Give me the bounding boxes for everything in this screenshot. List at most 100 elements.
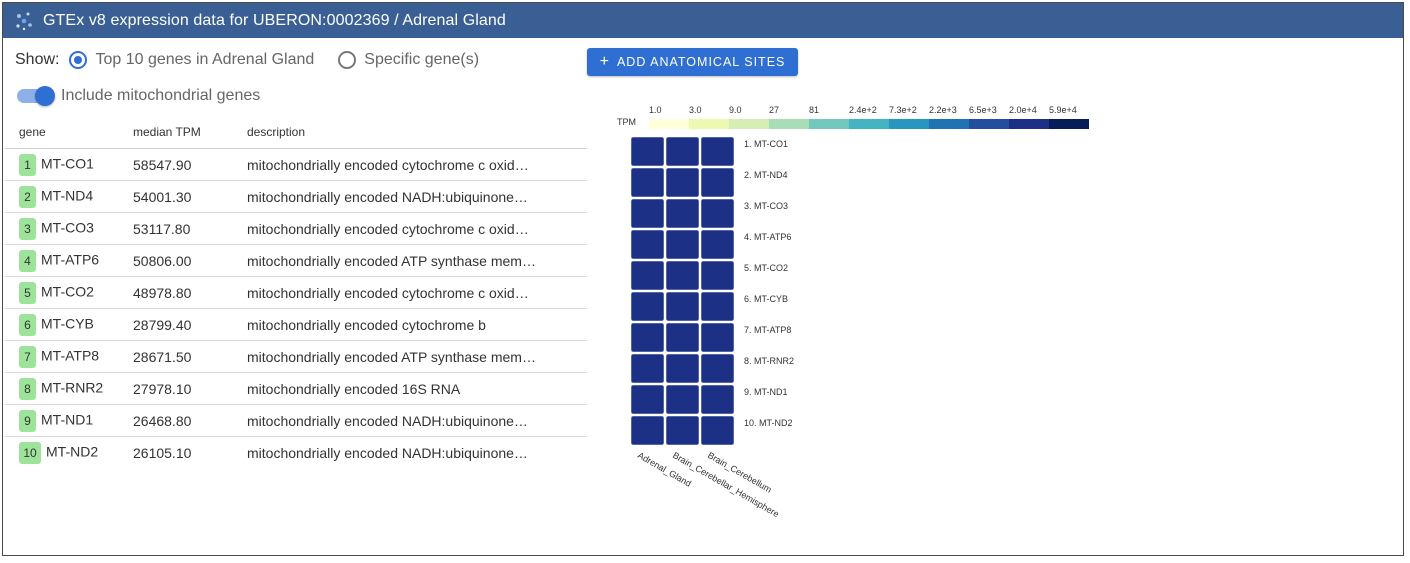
heatmap-cell[interactable] — [630, 167, 665, 198]
gene-cell[interactable]: 8 MT-RNR2 — [5, 372, 119, 405]
row-label[interactable]: 1. MT-CO1 — [744, 139, 788, 149]
gene-table: gene median TPM description 1 MT-CO1 58547… — [5, 116, 587, 468]
description-cell: mitochondrially encoded 16S RNA — [233, 372, 587, 405]
gene-description: mitochondrially encoded NADH:ubiquinone… — [247, 189, 528, 206]
mito-toggle-label[interactable]: Include mitochondrial genes — [61, 87, 261, 104]
specific-genes-radio[interactable] — [338, 51, 357, 69]
heatmap-cell[interactable] — [665, 198, 700, 229]
top-genes-label[interactable]: Top 10 genes in Adrenal Gland — [95, 51, 315, 68]
expression-panel: GTEx v8 expression data for UBERON:00023… — [2, 2, 1404, 556]
heatmap-cell[interactable] — [630, 136, 665, 167]
table-row[interactable]: 8 MT-RNR2 27978.10 mitochondrially encoded … — [5, 372, 587, 405]
heatmap-cell[interactable] — [630, 291, 665, 322]
row-label[interactable]: 9. MT-ND1 — [744, 387, 788, 397]
gene-symbol[interactable]: MT-RNR2 — [41, 379, 104, 396]
legend-swatch — [689, 119, 729, 129]
table-row[interactable]: 2 MT-ND4 54001.30 mitochondrially encoded N… — [5, 180, 587, 213]
legend-swatch — [769, 119, 809, 129]
row-label[interactable]: 6. MT-CYB — [744, 294, 788, 304]
gene-cell[interactable]: 3 MT-CO3 — [5, 212, 119, 245]
gene-symbol[interactable]: MT-ND2 — [46, 443, 99, 460]
heatmap-cell[interactable] — [630, 384, 665, 415]
heatmap-cell[interactable] — [665, 291, 700, 322]
heatmap-cell[interactable] — [700, 384, 735, 415]
legend-tick-label: 1.0 — [649, 105, 662, 115]
legend-swatch — [729, 119, 769, 129]
gene-description: mitochondrially encoded cytochrome c oxi… — [247, 221, 529, 238]
table-row[interactable]: 7 MT-ATP8 28671.50 mitochondrially encoded … — [5, 340, 587, 373]
gene-symbol[interactable]: MT-ND1 — [41, 411, 94, 428]
heatmap-cell[interactable] — [665, 167, 700, 198]
mito-toggle[interactable] — [17, 86, 55, 106]
description-cell: mitochondrially encoded NADH:ubiquinone… — [233, 437, 587, 469]
gene-description: mitochondrially encoded cytochrome b — [247, 317, 486, 334]
gene-description: mitochondrially encoded NADH:ubiquinone… — [247, 445, 528, 462]
heatmap-cell[interactable] — [700, 167, 735, 198]
row-label[interactable]: 2. MT-ND4 — [744, 170, 788, 180]
gene-cell[interactable]: 10 MT-ND2 — [5, 437, 119, 469]
table-row[interactable]: 10 MT-ND2 26105.10 mitochondrially encoded … — [5, 437, 587, 469]
row-label[interactable]: 4. MT-ATP6 — [744, 232, 791, 242]
heatmap-cell[interactable] — [700, 415, 735, 446]
row-label[interactable]: 10. MT-ND2 — [744, 418, 793, 428]
gene-cell[interactable]: 4 MT-ATP6 — [5, 244, 119, 277]
heatmap-cell[interactable] — [700, 260, 735, 291]
row-label[interactable]: 8. MT-RNR2 — [744, 356, 794, 366]
gene-symbol[interactable]: MT-CO3 — [41, 219, 94, 236]
row-label[interactable]: 7. MT-ATP8 — [744, 325, 791, 335]
top-genes-radio[interactable] — [69, 51, 88, 69]
column-header-median-tpm[interactable]: median TPM — [119, 116, 233, 149]
heatmap-cell[interactable] — [630, 260, 665, 291]
legend-tick-label: 9.0 — [729, 105, 742, 115]
legend-title: TPM — [617, 117, 636, 127]
heatmap-cell[interactable] — [700, 136, 735, 167]
column-header-gene[interactable]: gene — [5, 116, 119, 149]
heatmap-cell[interactable] — [665, 229, 700, 260]
heatmap-cell[interactable] — [665, 260, 700, 291]
gene-cell[interactable]: 5 MT-CO2 — [5, 276, 119, 309]
description-cell: mitochondrially encoded NADH:ubiquinone… — [233, 180, 587, 213]
heatmap-cell[interactable] — [665, 415, 700, 446]
heatmap-cell[interactable] — [630, 322, 665, 353]
gene-cell[interactable]: 9 MT-ND1 — [5, 404, 119, 437]
add-anatomical-sites-button[interactable]: + ADD ANATOMICAL SITES — [587, 48, 798, 76]
gene-cell[interactable]: 6 MT-CYB — [5, 308, 119, 341]
row-label[interactable]: 5. MT-CO2 — [744, 263, 788, 273]
toggle-knob[interactable] — [35, 86, 55, 106]
description-cell: mitochondrially encoded cytochrome c oxi… — [233, 148, 587, 181]
specific-genes-label[interactable]: Specific gene(s) — [364, 51, 480, 68]
table-row[interactable]: 3 MT-CO3 53117.80 mitochondrially encoded c… — [5, 212, 587, 245]
gene-cell[interactable]: 2 MT-ND4 — [5, 180, 119, 213]
heatmap-cell[interactable] — [700, 353, 735, 384]
heatmap-cell[interactable] — [665, 322, 700, 353]
gene-symbol[interactable]: MT-CO1 — [41, 155, 94, 172]
table-row[interactable]: 9 MT-ND1 26468.80 mitochondrially encoded N… — [5, 404, 587, 437]
heatmap-cell[interactable] — [630, 353, 665, 384]
heatmap-cell[interactable] — [700, 229, 735, 260]
gene-symbol[interactable]: MT-CYB — [41, 315, 94, 332]
show-label: Show: — [15, 51, 60, 68]
gene-cell[interactable]: 1 MT-CO1 — [5, 148, 119, 181]
rank-badge: 2 — [19, 185, 36, 208]
legend-swatch — [1049, 119, 1089, 129]
column-header-description[interactable]: description — [233, 116, 587, 149]
gene-symbol[interactable]: MT-ATP6 — [41, 251, 100, 268]
table-row[interactable]: 5 MT-CO2 48978.80 mitochondrially encoded c… — [5, 276, 587, 309]
table-row[interactable]: 4 MT-ATP6 50806.00 mitochondrially encoded … — [5, 244, 587, 277]
heatmap-cell[interactable] — [630, 198, 665, 229]
heatmap-cell[interactable] — [630, 229, 665, 260]
heatmap-cell[interactable] — [665, 353, 700, 384]
gene-symbol[interactable]: MT-CO2 — [41, 283, 94, 300]
table-row[interactable]: 1 MT-CO1 58547.90 mitochondrially encoded c… — [5, 148, 587, 181]
table-row[interactable]: 6 MT-CYB 28799.40 mitochondrially encoded c… — [5, 308, 587, 341]
gene-symbol[interactable]: MT-ND4 — [41, 187, 94, 204]
heatmap-cell[interactable] — [665, 136, 700, 167]
heatmap-cell[interactable] — [665, 384, 700, 415]
gene-cell[interactable]: 7 MT-ATP8 — [5, 340, 119, 373]
heatmap-cell[interactable] — [700, 198, 735, 229]
heatmap-cell[interactable] — [700, 291, 735, 322]
gene-symbol[interactable]: MT-ATP8 — [41, 347, 100, 364]
heatmap-cell[interactable] — [700, 322, 735, 353]
row-label[interactable]: 3. MT-CO3 — [744, 201, 788, 211]
heatmap-cell[interactable] — [630, 415, 665, 446]
